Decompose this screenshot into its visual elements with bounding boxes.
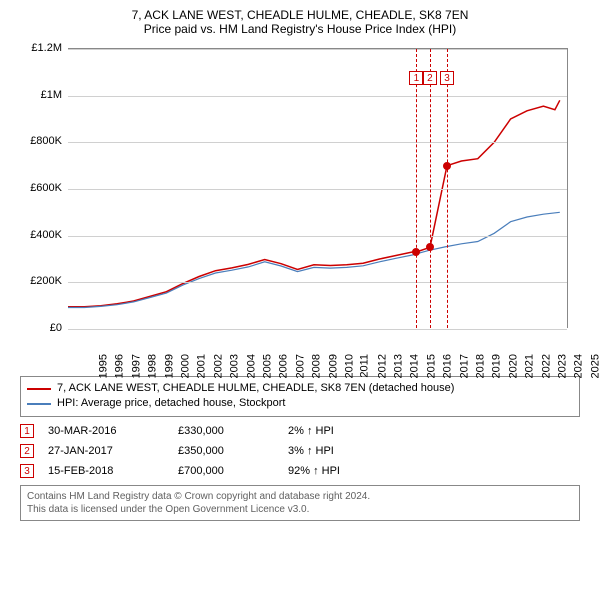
y-tick-label: £0 bbox=[20, 322, 62, 334]
gridline bbox=[68, 49, 567, 50]
legend-swatch bbox=[27, 403, 51, 405]
series-property bbox=[68, 100, 560, 306]
x-tick-label: 2005 bbox=[261, 354, 273, 378]
event-price: £350,000 bbox=[178, 445, 288, 457]
event-price: £700,000 bbox=[178, 465, 288, 477]
event-row: 2 27-JAN-2017 £350,000 3% ↑ HPI bbox=[20, 441, 580, 461]
sale-marker-icon bbox=[412, 248, 420, 256]
gridline bbox=[68, 189, 567, 190]
legend-label: 7, ACK LANE WEST, CHEADLE HULME, CHEADLE… bbox=[57, 381, 454, 396]
x-tick-label: 2014 bbox=[409, 354, 421, 378]
attribution-line: Contains HM Land Registry data © Crown c… bbox=[27, 490, 573, 503]
gridline bbox=[68, 236, 567, 237]
legend-swatch bbox=[27, 388, 51, 390]
x-tick-label: 2011 bbox=[359, 354, 371, 378]
event-marker-box: 3 bbox=[440, 71, 454, 85]
gridline bbox=[68, 142, 567, 143]
event-marker-icon: 3 bbox=[20, 464, 34, 478]
event-marker-box: 2 bbox=[423, 71, 437, 85]
event-delta: 3% ↑ HPI bbox=[288, 445, 580, 457]
event-marker-box: 1 bbox=[409, 71, 423, 85]
gridline bbox=[68, 329, 567, 330]
x-tick-label: 2013 bbox=[393, 354, 405, 378]
x-tick-label: 2002 bbox=[212, 354, 224, 378]
x-tick-label: 2015 bbox=[425, 354, 437, 378]
x-tick-label: 1997 bbox=[130, 354, 142, 378]
title-address: 7, ACK LANE WEST, CHEADLE HULME, CHEADLE… bbox=[8, 8, 592, 22]
x-tick-label: 2007 bbox=[294, 354, 306, 378]
x-tick-label: 2021 bbox=[524, 354, 536, 378]
y-tick-label: £1M bbox=[20, 89, 62, 101]
chart-container: 123 £0£200K£400K£600K£800K£1M£1.2M199519… bbox=[20, 40, 580, 370]
y-tick-label: £200K bbox=[20, 275, 62, 287]
x-tick-label: 2022 bbox=[540, 354, 552, 378]
attribution-line: This data is licensed under the Open Gov… bbox=[27, 503, 573, 516]
legend-label: HPI: Average price, detached house, Stoc… bbox=[57, 396, 286, 411]
x-tick-label: 1995 bbox=[97, 354, 109, 378]
series-hpi bbox=[68, 212, 560, 307]
event-date: 30-MAR-2016 bbox=[48, 425, 178, 437]
x-tick-label: 2024 bbox=[573, 354, 585, 378]
legend-item: HPI: Average price, detached house, Stoc… bbox=[27, 396, 573, 411]
attribution: Contains HM Land Registry data © Crown c… bbox=[20, 485, 580, 521]
plot-area: 123 bbox=[68, 48, 568, 328]
y-tick-label: £1.2M bbox=[20, 42, 62, 54]
legend: 7, ACK LANE WEST, CHEADLE HULME, CHEADLE… bbox=[20, 376, 580, 417]
x-tick-label: 2001 bbox=[196, 354, 208, 378]
event-vline bbox=[416, 49, 417, 328]
chart-title-block: 7, ACK LANE WEST, CHEADLE HULME, CHEADLE… bbox=[8, 8, 592, 36]
y-tick-label: £400K bbox=[20, 229, 62, 241]
x-tick-label: 2009 bbox=[327, 354, 339, 378]
x-tick-label: 2023 bbox=[557, 354, 569, 378]
x-tick-label: 1999 bbox=[163, 354, 175, 378]
event-delta: 2% ↑ HPI bbox=[288, 425, 580, 437]
x-tick-label: 2019 bbox=[491, 354, 503, 378]
x-tick-label: 2006 bbox=[278, 354, 290, 378]
x-tick-label: 2010 bbox=[343, 354, 355, 378]
event-marker-icon: 2 bbox=[20, 444, 34, 458]
gridline bbox=[68, 96, 567, 97]
sale-marker-icon bbox=[443, 162, 451, 170]
x-tick-label: 2004 bbox=[245, 354, 257, 378]
gridline bbox=[68, 282, 567, 283]
y-tick-label: £800K bbox=[20, 135, 62, 147]
event-row: 3 15-FEB-2018 £700,000 92% ↑ HPI bbox=[20, 461, 580, 481]
event-delta: 92% ↑ HPI bbox=[288, 465, 580, 477]
x-tick-label: 2008 bbox=[311, 354, 323, 378]
x-tick-label: 1996 bbox=[114, 354, 126, 378]
y-tick-label: £600K bbox=[20, 182, 62, 194]
x-tick-label: 1998 bbox=[147, 354, 159, 378]
x-tick-label: 2025 bbox=[589, 354, 600, 378]
x-tick-label: 2003 bbox=[229, 354, 241, 378]
event-row: 1 30-MAR-2016 £330,000 2% ↑ HPI bbox=[20, 421, 580, 441]
x-tick-label: 2020 bbox=[507, 354, 519, 378]
event-date: 27-JAN-2017 bbox=[48, 445, 178, 457]
event-marker-icon: 1 bbox=[20, 424, 34, 438]
events-table: 1 30-MAR-2016 £330,000 2% ↑ HPI 2 27-JAN… bbox=[20, 421, 580, 481]
x-tick-label: 2018 bbox=[475, 354, 487, 378]
legend-item: 7, ACK LANE WEST, CHEADLE HULME, CHEADLE… bbox=[27, 381, 573, 396]
x-tick-label: 2012 bbox=[376, 354, 388, 378]
event-vline bbox=[430, 49, 431, 328]
x-tick-label: 2016 bbox=[442, 354, 454, 378]
event-vline bbox=[447, 49, 448, 328]
x-tick-label: 2000 bbox=[179, 354, 191, 378]
event-price: £330,000 bbox=[178, 425, 288, 437]
event-date: 15-FEB-2018 bbox=[48, 465, 178, 477]
x-tick-label: 2017 bbox=[458, 354, 470, 378]
title-sub: Price paid vs. HM Land Registry's House … bbox=[8, 22, 592, 36]
sale-marker-icon bbox=[426, 243, 434, 251]
